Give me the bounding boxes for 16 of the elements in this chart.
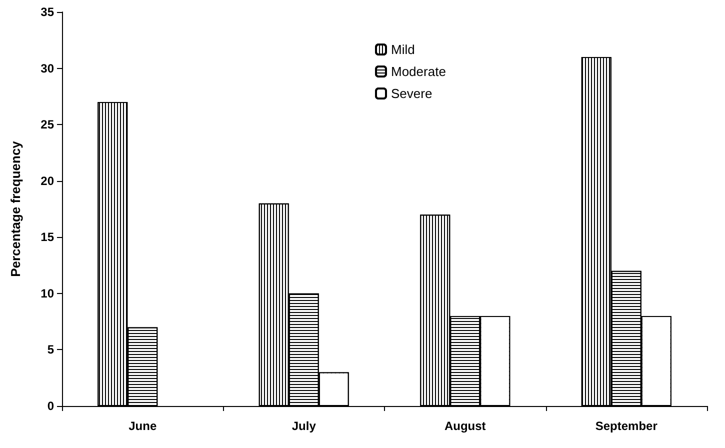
y-tick-label: 5 — [47, 342, 54, 357]
x-tick-label: September — [595, 419, 658, 433]
legend-label: Severe — [391, 86, 432, 101]
x-tick-label: July — [292, 419, 316, 433]
legend-label: Mild — [391, 42, 415, 57]
y-tick-label: 35 — [40, 5, 54, 19]
y-tick-label: 25 — [40, 118, 54, 132]
y-tick-label: 0 — [47, 399, 54, 413]
x-tick-label: August — [444, 419, 486, 433]
legend-label: Moderate — [391, 64, 446, 79]
x-tick-label: June — [128, 419, 157, 433]
y-tick-label: 15 — [40, 230, 54, 244]
y-tick-label: 30 — [40, 61, 54, 76]
y-tick-label: 20 — [40, 174, 54, 188]
y-axis-title: Percentage frequency — [8, 140, 23, 277]
y-tick-label: 10 — [40, 286, 54, 300]
